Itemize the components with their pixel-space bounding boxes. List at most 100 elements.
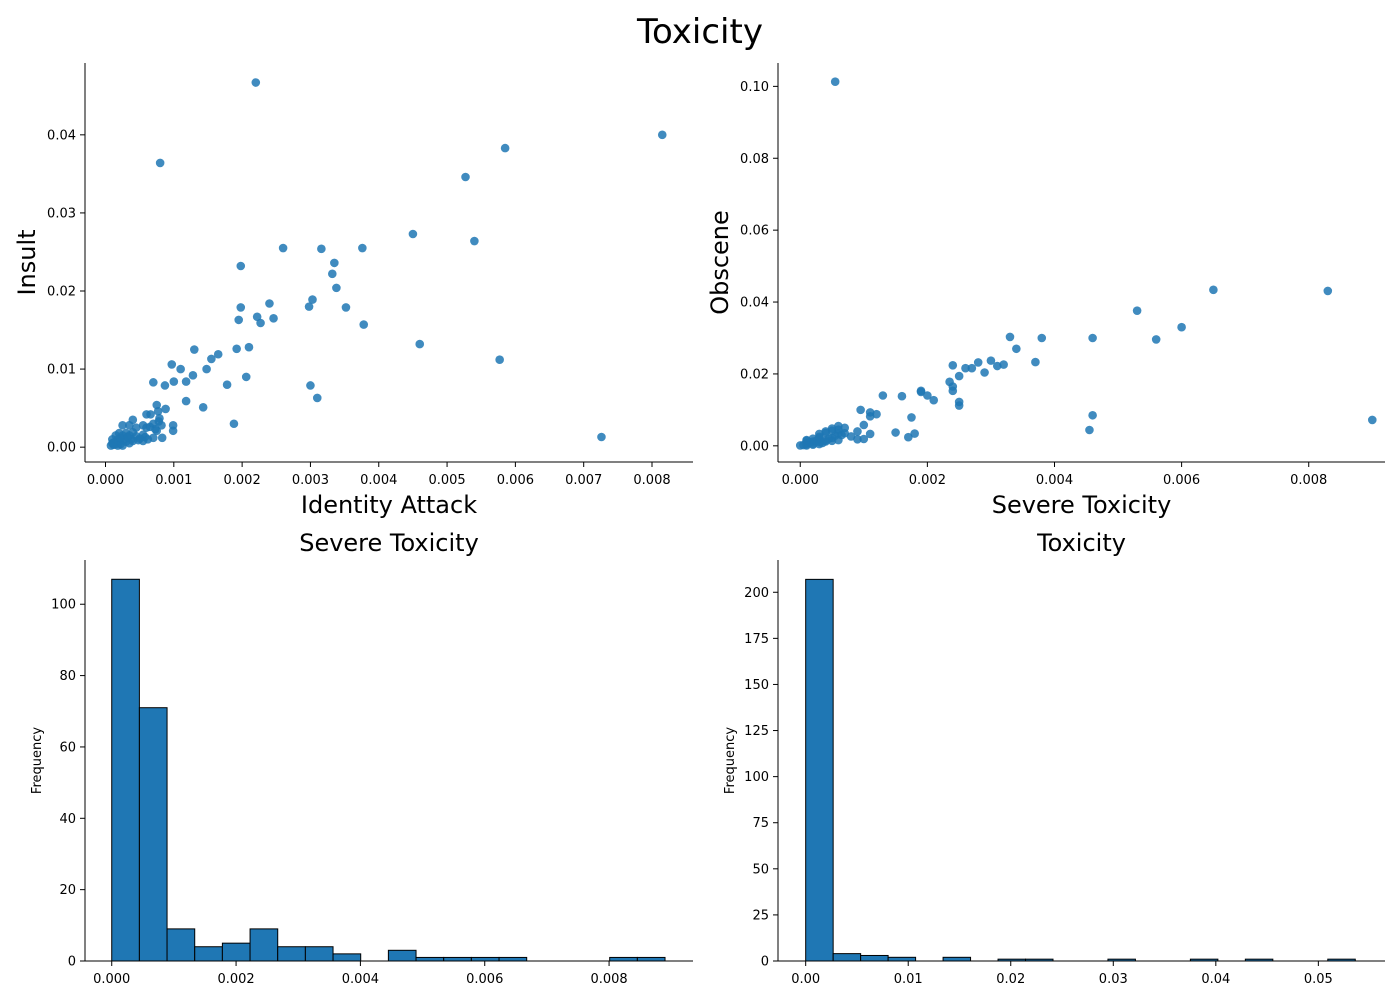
scatter-point: [341, 303, 351, 312]
scatter-point: [143, 435, 153, 444]
x-tick-label: 0.000: [93, 972, 130, 987]
scatter-point: [1151, 335, 1161, 344]
scatter-point: [328, 269, 337, 279]
x-tick-label: 0.008: [633, 473, 670, 488]
scatter-point: [152, 426, 162, 436]
scatter-point: [495, 355, 504, 365]
scatter-point: [251, 78, 261, 87]
x-tick-label: 0.006: [1163, 473, 1200, 488]
scatter-point: [118, 441, 127, 450]
scatter-point: [408, 229, 418, 239]
scatter-point: [1088, 410, 1097, 420]
x-tick-label: 0.008: [590, 972, 627, 987]
scatter-point: [992, 361, 1002, 371]
scatter-point: [116, 433, 125, 443]
x-tick-label: 0.003: [292, 473, 329, 488]
histogram-bar: [636, 956, 666, 962]
scatter-point: [146, 410, 155, 419]
x-tick-label: 0.01: [894, 972, 923, 987]
histogram-bar: [166, 928, 196, 962]
scatter-point: [181, 396, 191, 406]
scatter-point: [169, 377, 179, 386]
scatter-point: [304, 302, 314, 311]
x-tick-label: 0.007: [565, 473, 602, 488]
y-tick-label: 0.02: [740, 367, 769, 382]
scatter-point: [125, 421, 134, 430]
scatter-point: [865, 429, 875, 439]
y-tick-label: 0.02: [47, 285, 76, 300]
scatter-point: [657, 130, 667, 140]
scatter-point: [837, 430, 846, 440]
x-tick-label: 0.002: [217, 972, 254, 987]
histogram-bar: [304, 946, 334, 962]
scatter-point: [306, 381, 315, 390]
y-tick-label: 20: [59, 883, 76, 898]
histogram-bar: [138, 707, 168, 962]
histogram-bar: [805, 578, 834, 962]
scatter-point: [986, 356, 996, 365]
scatter-point: [168, 426, 178, 436]
x-axis-label: Severe Toxicity: [992, 491, 1172, 519]
y-axis-label: Frequency: [723, 727, 738, 794]
x-tick-label: 0.03: [1099, 972, 1128, 987]
scatter-point: [967, 363, 977, 373]
scatter-point: [945, 377, 954, 387]
scatter-point: [244, 342, 254, 352]
scatter-point: [142, 423, 151, 432]
y-tick-label: 0.06: [740, 224, 769, 239]
scatter-point: [904, 432, 913, 442]
histogram-severe-toxicity: 0.000 0.002 0.004 0.006 0.008 0 20 40 60 80 100 Fre…: [30, 529, 693, 987]
scatter-point: [1085, 425, 1094, 435]
x-tick-label: 0.006: [466, 972, 503, 987]
scatter-point: [1088, 333, 1097, 343]
scatter-point: [954, 371, 964, 381]
scatter-point: [461, 172, 470, 182]
scatter-point: [856, 405, 865, 415]
y-tick-label: 0.00: [47, 441, 76, 456]
scatter-point: [308, 295, 317, 304]
histogram-bar: [332, 953, 362, 962]
scatter-point: [1209, 285, 1218, 295]
y-tick-label: 50: [752, 862, 769, 877]
scatter-point: [256, 318, 265, 328]
x-tick-label: 0.000: [87, 473, 124, 488]
scatter-point: [118, 421, 127, 430]
scatter-point: [415, 339, 425, 349]
y-tick-label: 75: [752, 816, 769, 831]
scatter-point: [232, 344, 241, 354]
x-tick-label: 0.002: [224, 473, 261, 488]
scatter-point: [278, 243, 288, 253]
histogram-bar: [111, 578, 140, 962]
scatter-point: [265, 299, 274, 308]
y-tick-label: 0.00: [740, 439, 769, 454]
scatter-point: [359, 320, 369, 329]
scatter-point: [830, 77, 840, 86]
x-tick-label: 0.008: [1290, 473, 1327, 488]
x-tick-label: 0.02: [996, 972, 1025, 987]
scatter-point: [1367, 415, 1377, 425]
scatter-identity-attack-vs-insult: 0.000 0.001 0.002 0.003 0.004 0.005 0.006 0.007…: [13, 63, 693, 519]
scatter-point: [241, 372, 251, 382]
y-tick-label: 100: [744, 770, 769, 785]
scatter-point: [176, 364, 185, 374]
scatter-point: [891, 428, 900, 437]
y-axis-label: Frequency: [30, 727, 45, 794]
scatter-point: [865, 412, 875, 421]
scatter-point: [1132, 306, 1142, 315]
subplot-title: Severe Toxicity: [299, 529, 479, 557]
y-tick-label: 40: [59, 812, 76, 827]
scatter-point: [815, 433, 824, 443]
scatter-point: [109, 438, 118, 447]
scatter-point: [157, 433, 167, 443]
scatter-point: [198, 403, 208, 412]
scatter-point: [188, 371, 198, 380]
scatter-point: [358, 243, 367, 253]
scatter-point: [190, 345, 199, 354]
histogram-bar: [887, 956, 917, 962]
histogram-bar: [249, 928, 279, 962]
histogram-bar: [470, 956, 500, 962]
scatter-point: [160, 381, 170, 390]
x-tick-label: 0.002: [909, 473, 946, 488]
x-tick-label: 0.05: [1304, 972, 1333, 987]
scatter-point: [948, 386, 958, 396]
